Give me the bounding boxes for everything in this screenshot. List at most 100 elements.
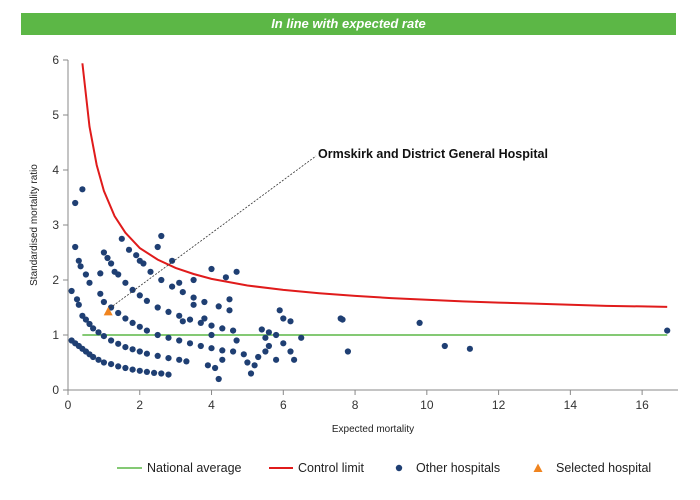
other-hospital-point [143, 368, 150, 375]
annotation-label: Ormskirk and District General Hospital [318, 147, 548, 161]
x-tick-label: 10 [420, 398, 434, 412]
other-hospital-point [247, 370, 255, 377]
y-tick-label: 2 [52, 273, 59, 287]
other-hospital-point [122, 279, 129, 286]
other-hospital-point [169, 283, 176, 290]
other-hospital-point [176, 337, 183, 344]
other-hospital-point [100, 359, 107, 366]
other-hospital-point [72, 243, 79, 251]
x-tick-label: 8 [352, 398, 359, 412]
other-hospital-point [201, 298, 208, 306]
other-hospital-point [143, 297, 150, 304]
other-hospital-point [287, 348, 294, 355]
other-hospital-point [151, 369, 158, 376]
other-hospital-point [108, 361, 115, 368]
other-hospital-point [226, 296, 233, 303]
other-hospital-point [136, 323, 143, 330]
legend-national-average-label: National average [147, 461, 242, 475]
other-hospital-point [68, 287, 75, 295]
other-hospital-point [186, 340, 194, 347]
other-hospital-point [115, 309, 122, 317]
other-hospital-point [197, 342, 204, 350]
other-hospital-point [79, 186, 86, 193]
other-hospital-point [165, 334, 172, 341]
other-hospital-point [115, 363, 122, 370]
other-hospital-point [73, 296, 81, 303]
other-hospital-point [291, 356, 298, 363]
other-hospital-point [108, 260, 115, 267]
other-hospital-point [129, 346, 136, 353]
other-hospital-point [208, 265, 215, 273]
other-hospital-point [165, 355, 172, 362]
other-hospital-point [287, 318, 294, 325]
legend-selected-hospital-label: Selected hospital [556, 461, 651, 475]
other-hospital-point [219, 347, 226, 354]
other-hospital-point [208, 331, 215, 339]
other-hospital-point [262, 348, 269, 355]
other-hospital-point [82, 316, 89, 323]
other-hospital-point [158, 370, 165, 377]
other-hospital-point [265, 329, 272, 336]
other-hospital-point [276, 307, 283, 314]
y-tick-label: 3 [52, 218, 59, 232]
other-hospital-point [262, 334, 269, 341]
other-hospital-point [215, 375, 222, 383]
other-hospital-point [95, 329, 102, 336]
other-hospital-point [154, 243, 161, 251]
other-hospital-point [190, 276, 197, 284]
other-hospital-point [115, 340, 122, 347]
other-hospital-point [265, 342, 272, 350]
other-hospital-point [158, 232, 165, 240]
other-hospital-point [154, 352, 161, 359]
other-hospital-point [190, 301, 197, 308]
other-hospital-point [230, 348, 237, 355]
axes [67, 60, 678, 391]
other-hospital-point [230, 327, 237, 334]
x-tick-label: 14 [564, 398, 578, 412]
other-hospital-point [179, 289, 186, 296]
legend-other-hospitals-swatch [395, 464, 403, 472]
other-hospital-point [240, 351, 247, 358]
other-hospital-point [97, 270, 104, 277]
other-hospital-point [136, 292, 143, 299]
other-hospital-point [280, 315, 287, 322]
other-hospital-point [255, 353, 262, 361]
other-hospital-point [104, 254, 111, 262]
y-tick-label: 6 [52, 53, 59, 67]
other-hospital-point [118, 235, 125, 242]
other-hospital-point [75, 257, 82, 264]
other-hospital-point [136, 257, 143, 264]
other-hospital-point [204, 362, 211, 369]
other-hospital-point [179, 318, 186, 325]
other-hospital-point [136, 367, 143, 374]
other-hospital-point [258, 326, 265, 333]
series-layer [68, 63, 671, 383]
other-hospital-point [344, 348, 351, 355]
other-hospital-point [100, 249, 107, 256]
x-tick-label: 6 [280, 398, 287, 412]
other-hospital-point [208, 322, 215, 329]
other-hospital-point [416, 319, 423, 326]
other-hospital-point [108, 337, 115, 344]
y-axis-label: Standardised mortality ratio [29, 164, 40, 286]
other-hospital-point [219, 356, 226, 363]
other-hospital-point [90, 353, 97, 361]
other-hospital-point [125, 246, 133, 253]
other-hospital-point [72, 199, 79, 207]
other-hospital-point [100, 333, 107, 340]
other-hospital-point [664, 327, 671, 334]
x-tick-label: 16 [635, 398, 649, 412]
other-hospital-point [212, 364, 219, 372]
other-hospital-point [147, 268, 154, 275]
annotation: Ormskirk and District General Hospital [109, 147, 548, 309]
other-hospital-point [208, 345, 215, 352]
other-hospital-point [215, 303, 222, 310]
other-hospital-point [165, 371, 172, 378]
other-hospital-point [197, 319, 204, 326]
other-hospital-point [122, 344, 129, 351]
other-hospital-point [122, 315, 129, 322]
other-hospital-point [201, 315, 208, 322]
x-tick-label: 4 [208, 398, 215, 412]
other-hospital-point [176, 356, 183, 363]
other-hospital-point [82, 271, 89, 278]
